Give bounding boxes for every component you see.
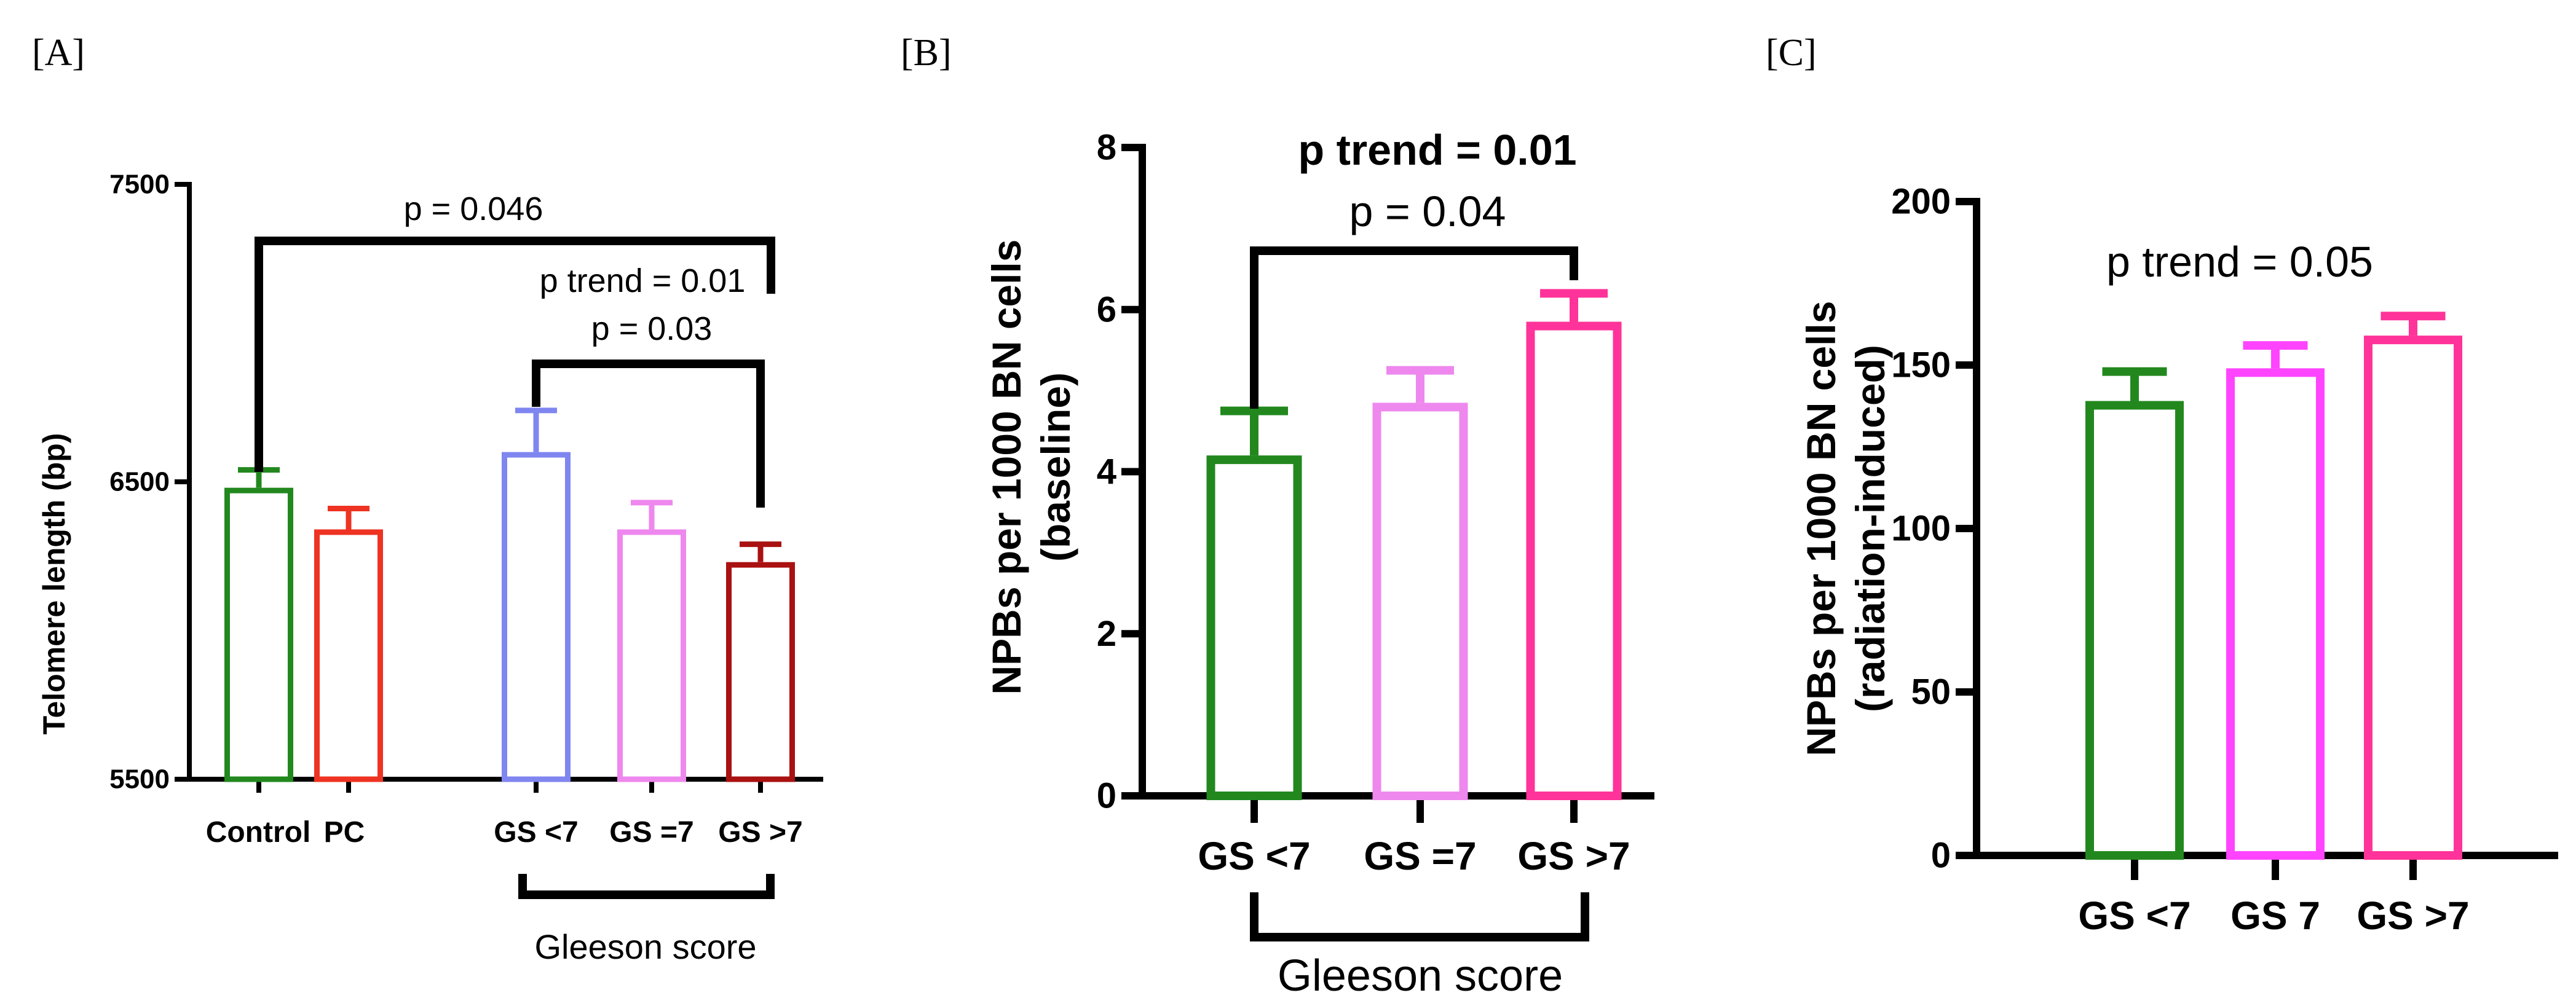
panel-a-bar-gs-7 <box>617 529 686 782</box>
panel-b-annotation-p-004: p = 0.04 <box>1349 187 1506 235</box>
panel-a-error-bars <box>238 407 781 562</box>
panel-b-y-axis-label-line-1: NPBs per 1000 BN cells <box>984 239 1029 694</box>
panel-a-bar-gs-7 <box>726 562 795 782</box>
panel-b-bar-gs-7 <box>1372 403 1468 800</box>
panel-a-bar-control <box>224 487 293 782</box>
panel-b-bar-gs-7 <box>1526 321 1622 800</box>
panel-b-x-tick-label: GS =7 <box>1364 834 1476 878</box>
panel-a-group-label: Gleeson score <box>534 927 756 966</box>
panel-c-y-axis-label-line-1: NPBs per 1000 BN cells <box>1798 301 1844 756</box>
panel-c-bar-gs-7 <box>2085 401 2184 860</box>
panel-c-bar-gs-7 <box>2364 336 2462 860</box>
panel-b-y-tick-label: 0 <box>1097 776 1116 816</box>
panel-b-y-tick-label: 6 <box>1097 289 1116 329</box>
panel-a-bar-pc <box>314 529 383 782</box>
panel-c-x-tick-labels: GS <7 GS 7 GS >7 <box>2078 894 2469 938</box>
panel-c-y-axis-label: NPBs per 1000 BN cells (radiation-induce… <box>1798 301 1893 756</box>
panel-a-x-tick-label: GS >7 <box>718 816 802 849</box>
panel-b-y-axis-label-line-2: (baseline) <box>1033 372 1078 562</box>
panel-b-annotation-p-trend: p trend = 0.01 <box>1298 126 1576 174</box>
panel-a-bars <box>224 452 795 782</box>
panel-b-x-tick-label: GS >7 <box>1517 834 1630 878</box>
panel-a-label: [A] <box>32 32 85 74</box>
panel-c-error-bars <box>2102 312 2446 401</box>
panel-c-x-tick-label: GS 7 <box>2230 894 2320 938</box>
panel-b-bars <box>1206 321 1622 800</box>
panel-a-annotation-p-0046: p = 0.046 <box>404 191 543 227</box>
panel-a-y-ticks: 5500 6500 7500 <box>109 170 189 795</box>
panel-a-group-bracket <box>518 874 775 899</box>
panel-c-y-tick-label: 50 <box>1911 672 1951 712</box>
panel-a-y-tick-label: 7500 <box>109 170 170 200</box>
panel-b-x-tick-labels: GS <7 GS =7 GS >7 <box>1198 834 1630 878</box>
panel-c-label: [C] <box>1766 32 1817 74</box>
panel-a-y-axis-label: Telomere length (bp) <box>37 433 71 735</box>
panel-b-bracket-gs-lt7-vs-gs-gt7 <box>1250 246 1578 409</box>
panel-c-x-tick-label: GS <7 <box>2078 894 2191 938</box>
panel-b-y-tick-label: 8 <box>1097 128 1116 168</box>
panel-c-bar-gs-7 <box>2226 368 2325 860</box>
panel-b-group-label: Gleeson score <box>1278 951 1563 1000</box>
panel-b-y-tick-label: 2 <box>1097 614 1116 654</box>
panel-a-x-tick-labels: Control PC GS <7 GS =7 GS >7 <box>206 816 803 849</box>
panel-a-bar-gs-7 <box>502 452 571 782</box>
panel-a-x-tick-label: PC <box>324 816 365 849</box>
panel-a-annotation-p-003: p = 0.03 <box>591 310 713 347</box>
panel-b-y-tick-label: 4 <box>1097 452 1116 492</box>
panel-b-y-ticks: 0 2 4 6 8 <box>1097 128 1142 816</box>
panel-a-x-tick-label: GS =7 <box>609 816 693 849</box>
panel-a-annotation-p-trend: p trend = 0.01 <box>540 262 746 299</box>
panel-a-x-tick-label: Control <box>206 816 311 849</box>
panel-b-y-axis-label: NPBs per 1000 BN cells (baseline) <box>984 239 1078 694</box>
panel-b-error-bars <box>1220 289 1608 456</box>
panel-b-bar-gs-7 <box>1206 455 1302 800</box>
panel-c: [C] 0 50 100 150 200 GS <7 GS 7 GS >7 NPBs per… <box>1766 32 2558 938</box>
panel-c-x-tick-label: GS >7 <box>2357 894 2469 938</box>
panel-c-y-tick-label: 100 <box>1891 509 1951 549</box>
panel-c-annotation-p-trend: p trend = 0.05 <box>2106 238 2373 286</box>
panel-b-group-bracket <box>1250 892 1589 941</box>
panel-a-bracket-control-vs-gs7 <box>255 237 775 472</box>
panel-c-y-tick-label: 200 <box>1891 182 1951 222</box>
panel-c-bars <box>2085 336 2462 860</box>
panel-a-bracket-gs-lt7-vs-gs-gt7 <box>532 360 765 508</box>
panel-a: [A] 5500 6500 7500 Control PC GS <7 GS =7 GS >… <box>32 32 823 966</box>
panel-b-x-tick-label: GS <7 <box>1198 834 1310 878</box>
panel-b-label: [B] <box>901 32 952 74</box>
panel-c-y-axis-label-line-2: (radiation-induced) <box>1847 345 1893 712</box>
panel-c-y-tick-label: 150 <box>1891 345 1951 385</box>
panel-c-y-tick-label: 0 <box>1931 836 1951 876</box>
panel-a-y-tick-label: 5500 <box>109 764 170 795</box>
panel-b: [B] 0 2 4 6 8 GS <7 GS =7 GS >7 NPBs per 1000 … <box>901 32 1654 1000</box>
panel-a-y-tick-label: 6500 <box>109 467 170 497</box>
panel-c-y-ticks: 0 50 100 150 200 <box>1891 182 1977 876</box>
panel-a-x-tick-label: GS <7 <box>494 816 578 849</box>
